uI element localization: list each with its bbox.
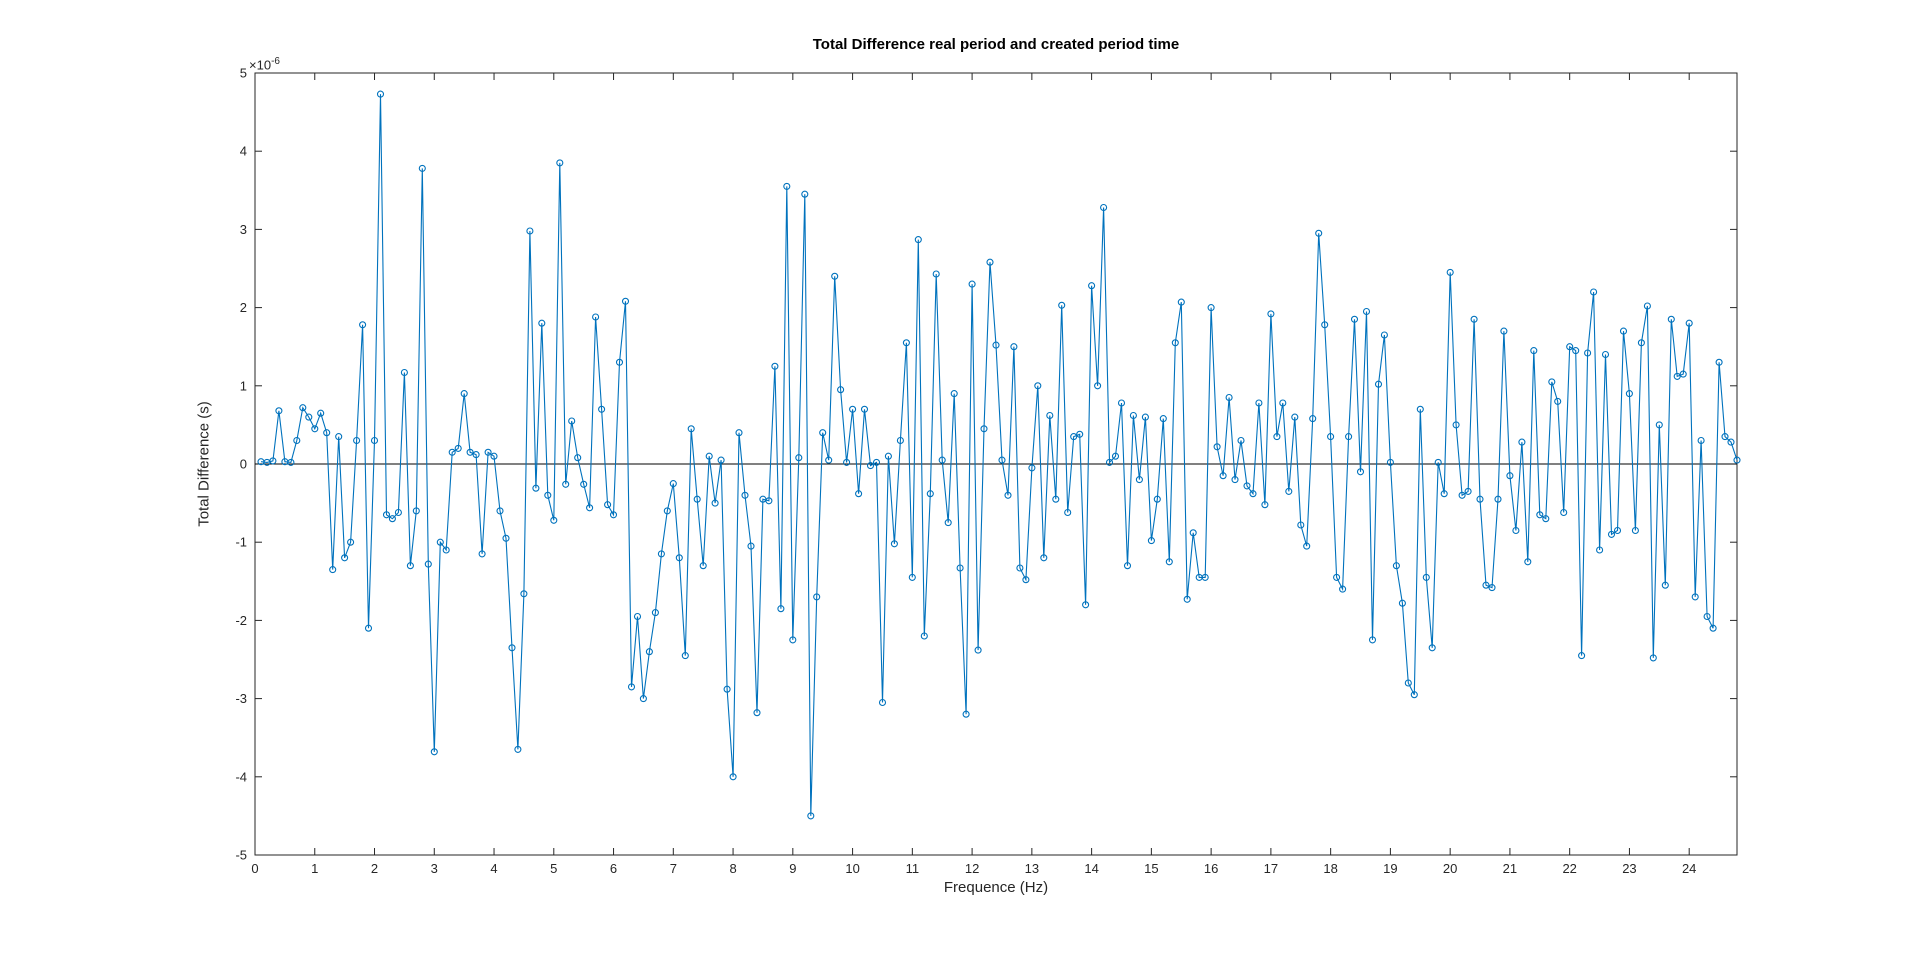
- x-axis-ticks: 0 1 2 3 4 5 6 7 8 9 10 11 12 13 14 15 16 17 18 19 20 21 22 23 24: [251, 73, 1696, 876]
- x-axis-label: Frequence (Hz): [943, 879, 1049, 896]
- svg-text:6: 6: [610, 861, 617, 876]
- svg-text:-2: -2: [235, 613, 247, 628]
- svg-text:7: 7: [670, 861, 677, 876]
- svg-text:0: 0: [240, 457, 247, 472]
- chart-title: Total Difference real period and created…: [812, 36, 1180, 53]
- svg-text:5: 5: [240, 66, 247, 81]
- svg-text:-5: -5: [235, 848, 247, 863]
- svg-text:2: 2: [240, 300, 247, 315]
- data-line: [260, 94, 1738, 816]
- svg-text:1: 1: [311, 861, 318, 876]
- svg-text:18: 18: [1323, 861, 1337, 876]
- svg-text:5: 5: [550, 861, 557, 876]
- svg-text:-4: -4: [235, 769, 247, 784]
- svg-text:3: 3: [240, 222, 247, 237]
- svg-text:21: 21: [1503, 861, 1517, 876]
- exponent-power: -6: [271, 56, 280, 67]
- svg-text:15: 15: [1144, 861, 1158, 876]
- svg-text:14: 14: [1084, 861, 1098, 876]
- exponent-base: ×10: [249, 57, 272, 73]
- svg-text:9: 9: [789, 861, 796, 876]
- svg-text:8: 8: [729, 861, 736, 876]
- svg-text:-3: -3: [235, 691, 247, 706]
- svg-text:4: 4: [490, 861, 497, 876]
- svg-text:20: 20: [1443, 861, 1457, 876]
- svg-text:2: 2: [371, 861, 378, 876]
- data-markers: [257, 90, 1741, 820]
- svg-text:11: 11: [906, 861, 920, 876]
- svg-text:-1: -1: [235, 535, 247, 550]
- y-axis-exponent-label: ×10-6: [249, 56, 280, 72]
- svg-text:13: 13: [1025, 861, 1039, 876]
- svg-text:22: 22: [1562, 861, 1576, 876]
- svg-text:12: 12: [965, 861, 979, 876]
- svg-text:1: 1: [240, 378, 247, 393]
- y-axis-ticks: -5 -4 -3 -2 -1 0 1 2 3 4 5: [235, 66, 1737, 863]
- svg-text:16: 16: [1204, 861, 1218, 876]
- svg-text:17: 17: [1264, 861, 1278, 876]
- svg-text:23: 23: [1622, 861, 1636, 876]
- svg-text:19: 19: [1383, 861, 1397, 876]
- svg-text:24: 24: [1682, 861, 1696, 876]
- svg-text:3: 3: [431, 861, 438, 876]
- svg-text:4: 4: [240, 144, 247, 159]
- svg-text:10: 10: [845, 861, 859, 876]
- svg-text:0: 0: [251, 861, 258, 876]
